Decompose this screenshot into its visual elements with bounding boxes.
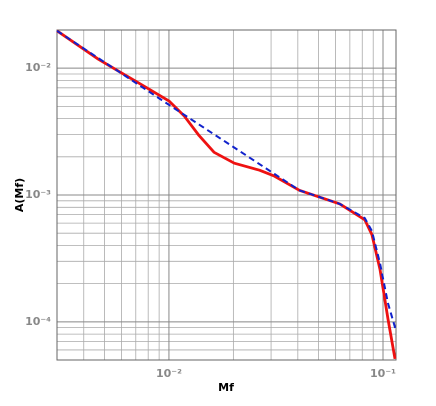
y-tick-label: 10⁻⁴ xyxy=(25,315,51,328)
y-axis-label: A(Mf) xyxy=(13,178,26,212)
y-tick-label: 10⁻³ xyxy=(25,188,51,201)
x-tick-label: 10⁻² xyxy=(156,367,182,380)
x-tick-label: 10⁻¹ xyxy=(370,367,396,380)
series-line xyxy=(56,29,397,332)
plot-frame xyxy=(56,29,397,361)
series-line xyxy=(56,29,397,360)
x-axis-label: Mf xyxy=(218,381,234,394)
y-tick-label: 10⁻² xyxy=(25,61,51,74)
